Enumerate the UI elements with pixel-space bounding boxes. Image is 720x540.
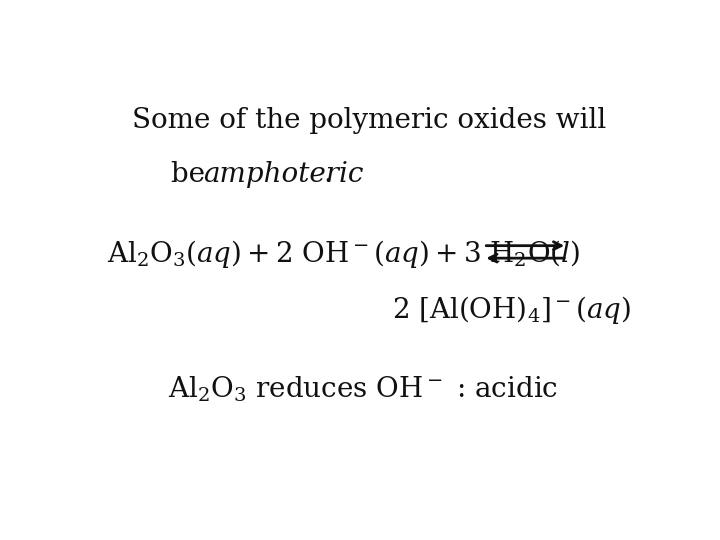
Text: Some of the polymeric oxides will: Some of the polymeric oxides will — [132, 107, 606, 134]
Text: $\mathrm{2\ [Al(OH)_4]^-}(\mathit{aq})$: $\mathrm{2\ [Al(OH)_4]^-}(\mathit{aq})$ — [392, 294, 631, 326]
Text: amphoteric: amphoteric — [203, 161, 364, 188]
Text: $\mathrm{Al_2O_3}$ reduces $\mathrm{OH}^-$ : acidic: $\mathrm{Al_2O_3}$ reduces $\mathrm{OH}^… — [168, 374, 558, 404]
Text: .: . — [323, 161, 332, 188]
Text: be: be — [171, 161, 214, 188]
Text: $\mathrm{Al_2O_3}(\mathit{aq}) + 2\ \mathrm{OH}^-(\mathit{aq}) + 3\ \mathrm{H_2O: $\mathrm{Al_2O_3}(\mathit{aq}) + 2\ \mat… — [107, 238, 580, 270]
